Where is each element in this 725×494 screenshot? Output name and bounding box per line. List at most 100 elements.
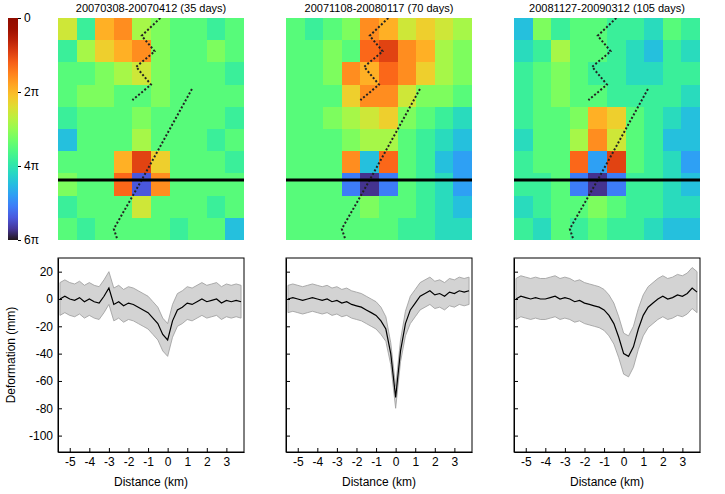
phase-cell <box>151 218 170 240</box>
phase-cell <box>453 62 472 85</box>
phase-cell <box>626 18 645 41</box>
x-tick-label: 0 <box>621 455 628 469</box>
y-axis-title: Deformation (mm) <box>4 307 18 404</box>
phase-cell <box>533 218 552 240</box>
figure: 20070308-20070412 (35 days)20071108-2008… <box>0 0 725 494</box>
phase-cell <box>588 218 607 240</box>
colorbar-axis-line <box>19 19 22 241</box>
phase-cell <box>225 85 244 108</box>
x-tick-mark <box>396 448 397 452</box>
x-tick: 3 <box>680 448 687 469</box>
phase-cell <box>663 107 682 130</box>
phase-cell <box>225 173 244 196</box>
phase-cell <box>416 129 435 152</box>
x-tick-mark <box>148 448 149 452</box>
phase-cell <box>533 62 552 85</box>
phase-cell <box>132 129 151 152</box>
phase-cell <box>644 196 663 219</box>
uncertainty-band <box>516 268 697 377</box>
colorbar-tick: 0 <box>18 11 31 25</box>
phase-cell <box>379 85 398 108</box>
phase-cell <box>416 18 435 41</box>
phase-cell <box>286 218 305 240</box>
x-tick-mark <box>168 448 169 452</box>
phase-cell <box>95 173 114 196</box>
phase-cell <box>588 173 607 196</box>
phase-cell <box>286 173 305 196</box>
phase-cell <box>225 218 244 240</box>
x-axis-title: Distance (km) <box>342 475 416 489</box>
phase-cell <box>114 62 133 85</box>
phase-cell <box>323 173 342 196</box>
y-tick-label: -20 <box>36 320 54 334</box>
phase-cell <box>151 196 170 219</box>
phase-cell <box>225 107 244 130</box>
x-tick: -5 <box>65 448 76 469</box>
y-tick-mark <box>286 272 290 273</box>
y-tick-mark <box>286 436 290 437</box>
x-tick: -1 <box>599 448 610 469</box>
phase-cell <box>170 196 189 219</box>
phase-cell <box>514 107 533 130</box>
phase-cell <box>514 151 533 174</box>
phase-cell <box>323 85 342 108</box>
colorbar-ramp <box>8 18 18 240</box>
x-tick: -4 <box>84 448 95 469</box>
x-tick-mark <box>317 448 318 452</box>
y-tick <box>286 272 290 273</box>
phase-cell <box>132 107 151 130</box>
phase-cell <box>626 129 645 152</box>
phase-cell <box>607 18 626 41</box>
x-tick-mark <box>89 448 90 452</box>
phase-cell <box>514 85 533 108</box>
phase-cell <box>570 173 589 196</box>
x-tick: 3 <box>452 448 459 469</box>
phase-cell <box>151 18 170 41</box>
phase-cell <box>342 173 361 196</box>
phase-cell <box>398 173 417 196</box>
x-tick: 0 <box>165 448 172 469</box>
phase-cell <box>305 173 324 196</box>
phase-cell <box>305 218 324 240</box>
x-tick-label: 2 <box>204 455 211 469</box>
x-tick-label: -4 <box>312 455 323 469</box>
phase-cell <box>286 85 305 108</box>
x-tick-label: -5 <box>293 455 304 469</box>
phase-cell <box>58 18 77 41</box>
y-tick-label: -100 <box>29 429 53 443</box>
phase-cell <box>95 151 114 174</box>
phase-cell <box>681 18 700 41</box>
phase-cell <box>286 196 305 219</box>
phase-cell <box>58 129 77 152</box>
x-tick-label: -5 <box>65 455 76 469</box>
phase-cell <box>170 62 189 85</box>
phase-cell <box>453 107 472 130</box>
x-tick-label: -1 <box>599 455 610 469</box>
y-tick-mark <box>286 381 290 382</box>
x-tick: -1 <box>371 448 382 469</box>
phase-cell <box>453 173 472 196</box>
x-tick-label: -4 <box>540 455 551 469</box>
phase-cell <box>416 40 435 63</box>
y-tick-mark <box>286 326 290 327</box>
x-tick-label: 1 <box>640 455 647 469</box>
phase-cell <box>342 18 361 41</box>
phase-cell <box>188 173 207 196</box>
x-axis: -5-4-3-2-10123 <box>59 448 245 469</box>
profile-panel: -5-4-3-2-10123200-20-40-60-80-100Distanc… <box>4 258 244 489</box>
phase-cell <box>570 85 589 108</box>
panel-title: 20071108-20080117 (70 days) <box>305 2 454 14</box>
phase-cell <box>626 40 645 63</box>
y-tick: -80 <box>36 402 62 416</box>
phase-cell <box>435 85 454 108</box>
x-tick-mark <box>565 448 566 452</box>
x-tick-label: 1 <box>184 455 191 469</box>
x-tick: 1 <box>412 448 419 469</box>
phase-cell <box>435 129 454 152</box>
phase-cell <box>453 151 472 174</box>
y-tick <box>514 326 518 327</box>
y-tick-mark <box>286 299 290 300</box>
phase-cell <box>379 218 398 240</box>
phase-cell <box>225 129 244 152</box>
phase-cell <box>305 18 324 41</box>
